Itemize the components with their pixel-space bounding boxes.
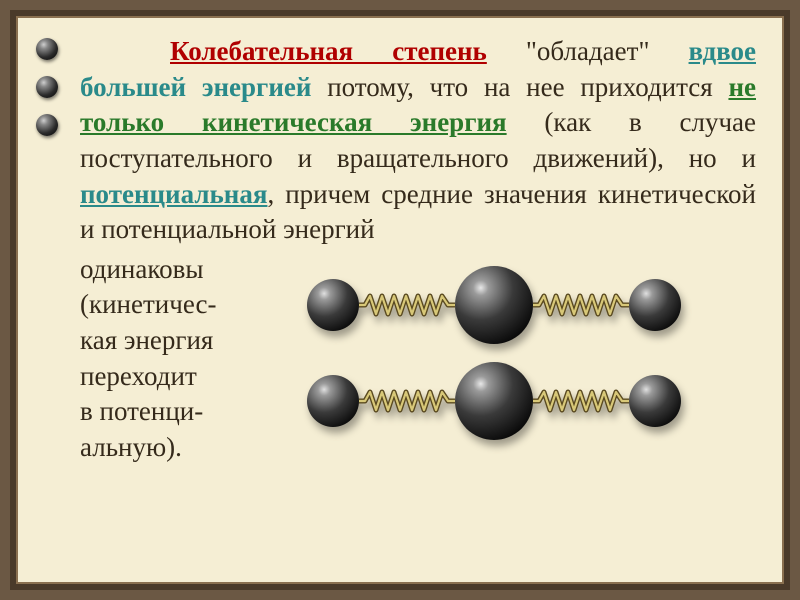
bullet-column <box>36 38 58 136</box>
atom-small-icon <box>629 375 681 427</box>
atom-small-icon <box>307 279 359 331</box>
atom-large-icon <box>455 266 533 344</box>
text-line: в потенци- <box>80 394 216 430</box>
text-line: альную). <box>80 430 216 466</box>
bullet-sphere <box>36 114 58 136</box>
spring-icon <box>359 389 455 413</box>
text: потому, что на нее приходится <box>311 72 728 102</box>
text-line: (кинетичес- <box>80 287 216 323</box>
body-text: Колебательная степень "обладает" вдвое б… <box>80 34 756 248</box>
text-line: одинаковы <box>80 252 216 288</box>
atom-small-icon <box>307 375 359 427</box>
atom-small-icon <box>629 279 681 331</box>
molecule-row <box>232 266 756 344</box>
bottom-row: одинаковы (кинетичес- кая энергия перехо… <box>80 252 756 466</box>
bullet-sphere <box>36 76 58 98</box>
spring-icon <box>533 389 629 413</box>
molecule-row <box>232 362 756 440</box>
term-twice: вдвое <box>689 36 756 66</box>
atom-large-icon <box>455 362 533 440</box>
spring-icon <box>359 293 455 317</box>
text: "обладает" <box>487 36 689 66</box>
text-line: кая энергия <box>80 323 216 359</box>
slide-frame: Колебательная степень "обладает" вдвое б… <box>10 10 790 590</box>
term-potential: потенциальная <box>80 179 267 209</box>
term-oscillatory-degree: Колебательная степень <box>170 36 487 66</box>
term-more-energy: большей энергией <box>80 72 311 102</box>
spring-icon <box>533 293 629 317</box>
molecule-diagram <box>232 252 756 458</box>
bullet-sphere <box>36 38 58 60</box>
left-lines: одинаковы (кинетичес- кая энергия перехо… <box>80 252 216 466</box>
text-line: переходит <box>80 359 216 395</box>
